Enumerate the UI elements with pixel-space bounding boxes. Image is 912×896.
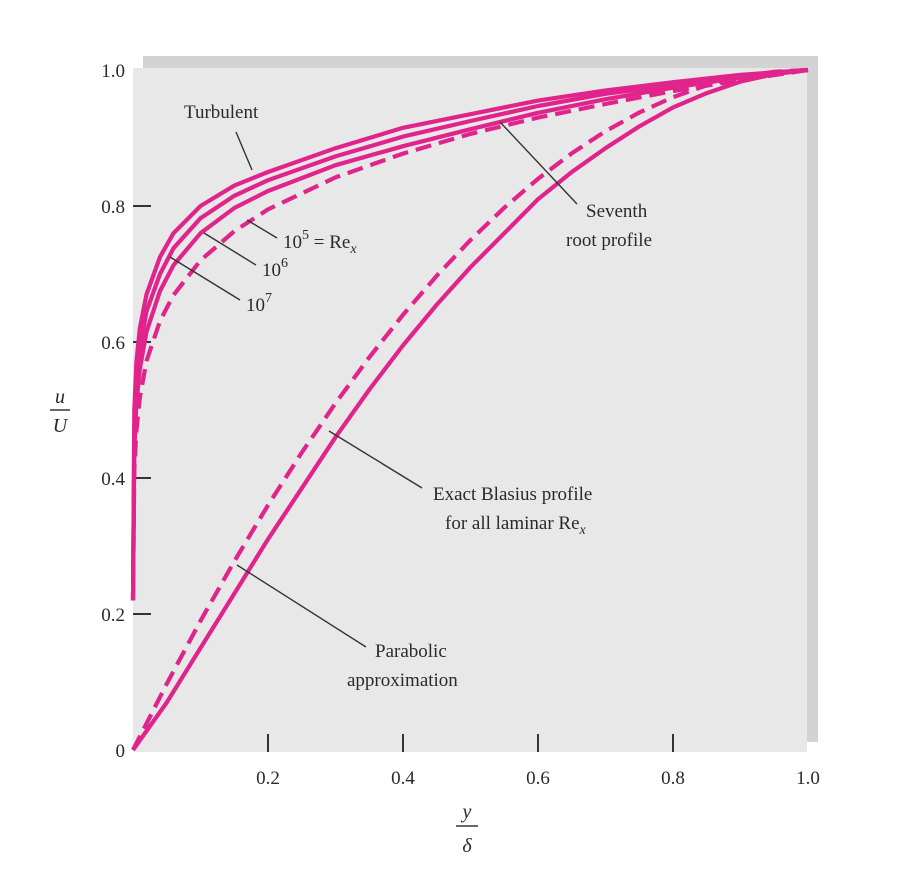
plot-panel	[133, 68, 807, 752]
y-tick-label: 0.2	[101, 605, 125, 626]
label-parabolic-line2: approximation	[347, 670, 458, 691]
label-blasius-line1: Exact Blasius profile	[433, 484, 592, 505]
label-turbulent: Turbulent	[184, 102, 259, 123]
x-axis-tick-labels: 0.2 0.4 0.6 0.8 1.0	[256, 768, 820, 789]
dashed-curve	[130, 67, 809, 601]
label-re6: 106	[262, 256, 288, 281]
leader-lines	[169, 121, 578, 648]
leader-re6	[203, 232, 257, 266]
y-axis-title-numerator: u	[55, 386, 65, 408]
leader-blasius	[328, 430, 423, 489]
x-axis-title: y δ	[456, 801, 478, 857]
label-seventh-root-line2: root profile	[566, 230, 652, 251]
leader-parabolic	[236, 564, 367, 648]
y-tick-label: 0	[116, 741, 126, 762]
dashed-curve	[131, 67, 809, 751]
panel-shadow-right	[807, 56, 818, 742]
y-axis-tick-labels: 0 0.2 0.4 0.6 0.8 1.0	[101, 61, 125, 762]
x-tick-label: 0.4	[391, 768, 415, 789]
solid-curve	[131, 67, 809, 752]
label-blasius-line2: for all laminar Rex	[445, 513, 587, 538]
y-axis-title: u U	[50, 386, 70, 437]
leader-turbulent	[235, 131, 253, 171]
solid-curve	[130, 67, 809, 601]
y-tick-label: 0.6	[101, 333, 125, 354]
label-parabolic-line1: Parabolic	[375, 641, 447, 662]
y-tick-label: 1.0	[101, 61, 125, 82]
y-axis-title-denominator: U	[53, 415, 69, 437]
x-tick-label: 1.0	[796, 768, 820, 789]
solid-curve	[130, 67, 809, 601]
leader-re7	[169, 256, 241, 301]
solid-curve	[130, 67, 809, 601]
label-re5: 105 = Rex	[283, 228, 357, 257]
curves	[130, 67, 809, 752]
leader-re5	[246, 219, 278, 239]
y-tick-label: 0.4	[101, 469, 125, 490]
x-tick-label: 0.2	[256, 768, 280, 789]
label-re7: 107	[246, 291, 272, 316]
label-seventh-root-line1: Seventh	[586, 201, 648, 222]
panel-shadow-top	[143, 56, 818, 70]
x-tick-label: 0.6	[526, 768, 550, 789]
x-axis-title-denominator: δ	[462, 835, 472, 857]
x-axis-title-numerator: y	[461, 801, 472, 823]
x-axis-ticks	[267, 734, 674, 752]
y-tick-label: 0.8	[101, 197, 125, 218]
leader-seventh-root	[499, 121, 578, 205]
x-tick-label: 0.8	[661, 768, 685, 789]
